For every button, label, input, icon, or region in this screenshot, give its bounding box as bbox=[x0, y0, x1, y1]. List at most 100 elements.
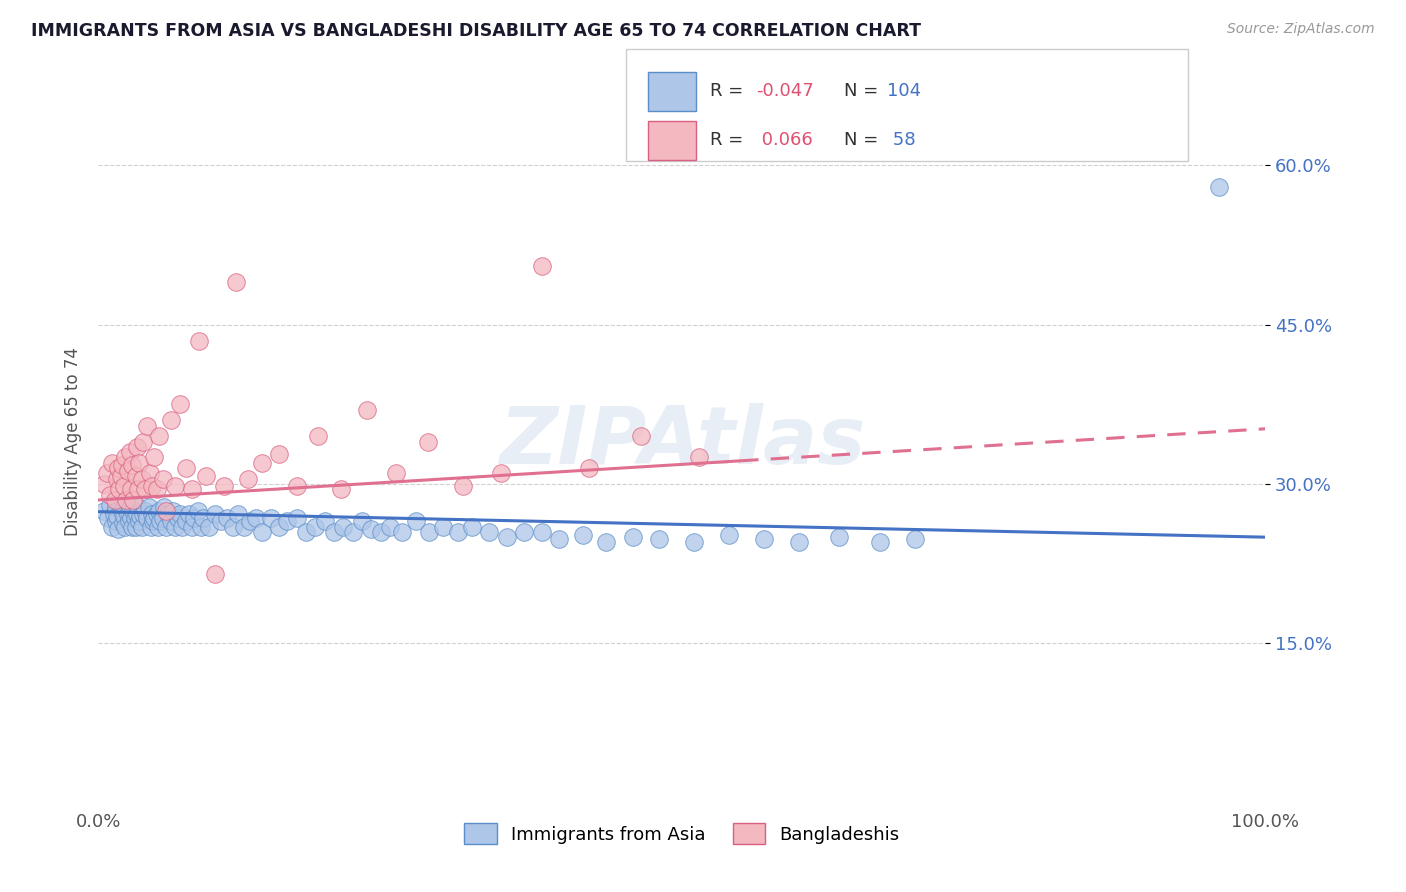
Point bbox=[162, 503, 184, 517]
Point bbox=[148, 429, 170, 443]
Point bbox=[165, 519, 187, 533]
Point bbox=[405, 514, 427, 528]
Y-axis label: Disability Age 65 to 74: Disability Age 65 to 74 bbox=[63, 347, 82, 536]
Point bbox=[447, 524, 470, 539]
Point bbox=[155, 519, 177, 533]
Point bbox=[117, 507, 139, 521]
Point bbox=[172, 519, 194, 533]
Point bbox=[136, 511, 159, 525]
Point bbox=[143, 511, 166, 525]
Point bbox=[688, 450, 710, 465]
Point bbox=[489, 467, 512, 481]
Point bbox=[125, 507, 148, 521]
Point bbox=[93, 503, 115, 517]
Point bbox=[174, 514, 197, 528]
Point bbox=[190, 519, 212, 533]
Point bbox=[125, 468, 148, 483]
Point bbox=[180, 483, 202, 497]
Point bbox=[380, 519, 402, 533]
Point bbox=[187, 503, 209, 517]
Point bbox=[221, 519, 243, 533]
Point bbox=[152, 511, 174, 525]
Point bbox=[139, 467, 162, 481]
Point bbox=[187, 334, 209, 348]
Point bbox=[101, 456, 124, 470]
Text: ZIPAtlas: ZIPAtlas bbox=[499, 402, 865, 481]
Point bbox=[114, 519, 136, 533]
Point bbox=[269, 447, 291, 461]
Point bbox=[152, 500, 174, 515]
Point bbox=[356, 402, 378, 417]
Text: -0.047: -0.047 bbox=[756, 82, 814, 101]
Point bbox=[828, 530, 851, 544]
Point bbox=[285, 511, 308, 525]
Point bbox=[131, 472, 153, 486]
Point bbox=[269, 519, 291, 533]
Point bbox=[146, 507, 169, 521]
Point bbox=[108, 483, 131, 497]
Point bbox=[127, 483, 149, 497]
Point bbox=[360, 522, 382, 536]
Point bbox=[93, 477, 115, 491]
Point bbox=[204, 567, 226, 582]
Point bbox=[105, 508, 128, 523]
Point bbox=[121, 458, 143, 472]
Point bbox=[451, 479, 474, 493]
Point bbox=[97, 511, 120, 525]
Text: 0.066: 0.066 bbox=[756, 131, 813, 150]
Text: 58: 58 bbox=[887, 131, 915, 150]
Point bbox=[104, 493, 127, 508]
Point bbox=[304, 519, 326, 533]
Point bbox=[103, 507, 125, 521]
Point bbox=[250, 456, 273, 470]
Point bbox=[530, 259, 553, 273]
Text: 104: 104 bbox=[887, 82, 921, 101]
Point bbox=[416, 434, 439, 449]
Point bbox=[128, 456, 150, 470]
Point bbox=[391, 524, 413, 539]
Point bbox=[101, 519, 124, 533]
Text: Source: ZipAtlas.com: Source: ZipAtlas.com bbox=[1227, 22, 1375, 37]
Point bbox=[114, 450, 136, 465]
Point bbox=[513, 524, 536, 539]
Point bbox=[215, 511, 238, 525]
Point bbox=[134, 503, 156, 517]
Point bbox=[869, 535, 891, 549]
Point bbox=[314, 514, 336, 528]
Point bbox=[194, 468, 217, 483]
Point bbox=[155, 503, 177, 517]
Point bbox=[138, 500, 160, 515]
Point bbox=[370, 524, 392, 539]
Point bbox=[295, 524, 318, 539]
Point bbox=[149, 514, 172, 528]
Point bbox=[418, 524, 440, 539]
Point bbox=[461, 519, 484, 533]
Point bbox=[165, 479, 187, 493]
Point bbox=[110, 468, 132, 483]
Point bbox=[136, 418, 159, 433]
Point bbox=[245, 511, 267, 525]
Point bbox=[108, 496, 131, 510]
Point bbox=[166, 511, 188, 525]
Point bbox=[169, 507, 191, 521]
Point bbox=[478, 524, 501, 539]
Point bbox=[115, 493, 138, 508]
Point bbox=[118, 445, 141, 459]
Point bbox=[98, 498, 121, 512]
Point bbox=[595, 535, 617, 549]
Point bbox=[141, 507, 163, 521]
Point bbox=[112, 508, 135, 523]
Point bbox=[276, 514, 298, 528]
Point bbox=[134, 483, 156, 497]
Point bbox=[307, 429, 329, 443]
Point bbox=[183, 511, 205, 525]
Point bbox=[104, 500, 127, 515]
Point bbox=[146, 483, 169, 497]
Point bbox=[204, 507, 226, 521]
Point bbox=[118, 514, 141, 528]
Point bbox=[647, 533, 669, 547]
Point bbox=[717, 528, 740, 542]
Point bbox=[342, 524, 364, 539]
Point bbox=[250, 524, 273, 539]
Point bbox=[148, 503, 170, 517]
